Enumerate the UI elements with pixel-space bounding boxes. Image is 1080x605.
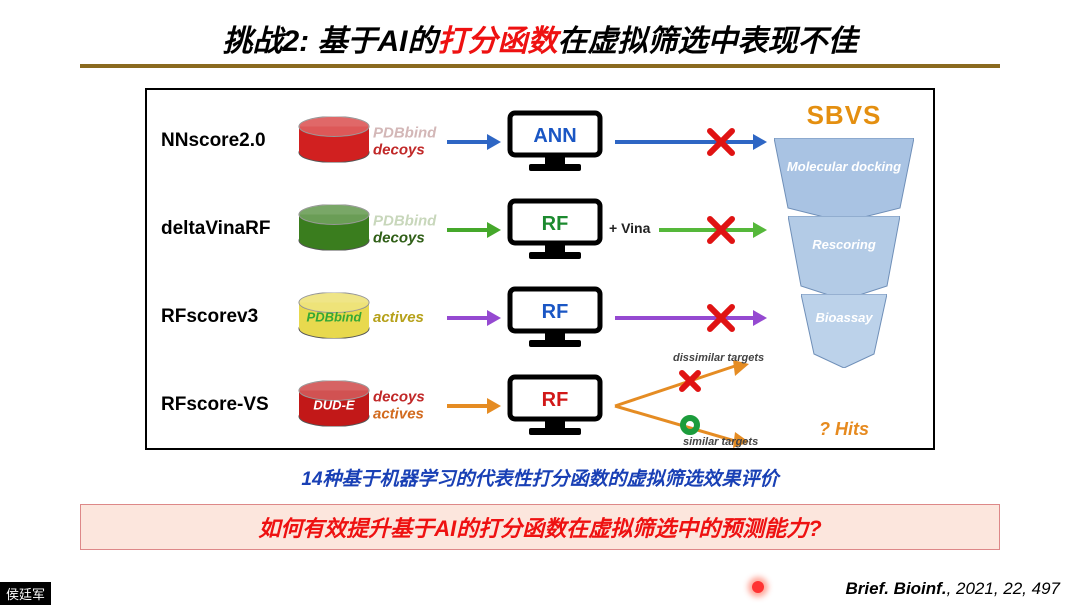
model-monitor-icon: RF xyxy=(507,286,603,355)
slide-title: 挑战2: 基于AI的打分函数在虚拟筛选中表现不佳 xyxy=(222,16,857,60)
method-label: NNscore2.0 xyxy=(161,130,266,152)
diagram-panel: SBVS Molecular docking Rescoring Bioassay ? … xyxy=(145,88,935,450)
dataset-labels: PDBbinddecoys xyxy=(373,214,436,247)
sbvs-funnel: SBVS Molecular docking Rescoring Bioassay ? … xyxy=(769,100,919,438)
dataset-labels: actives xyxy=(373,310,424,327)
fail-x-icon xyxy=(707,216,735,249)
extra-label: + Vina xyxy=(609,220,650,236)
reference-rest: , 2021, 22, 497 xyxy=(947,579,1060,598)
question-text: 如何有效提升基于AI的打分函数在虚拟筛选中的预测能力? xyxy=(258,511,821,543)
reference: Brief. Bioinf., 2021, 22, 497 xyxy=(846,579,1061,599)
dataset-labels: PDBbinddecoys xyxy=(373,126,436,159)
dataset-dish-icon xyxy=(297,117,371,168)
split-label-bot: similar targets xyxy=(683,436,758,448)
svg-text:PDBbind: PDBbind xyxy=(307,310,363,325)
fail-x-icon xyxy=(679,370,701,397)
title-suffix: 在虚拟筛选中表现不佳 xyxy=(558,25,858,58)
fail-x-icon xyxy=(707,128,735,161)
funnel-segment: Rescoring xyxy=(788,216,900,305)
method-label: RFscorev3 xyxy=(161,306,258,328)
arrow-icon xyxy=(447,131,501,158)
dataset-dish-icon: DUD-E xyxy=(297,381,371,432)
arrow-icon xyxy=(615,307,767,334)
arrow-icon xyxy=(447,395,501,422)
dataset-dish-icon: PDBbind xyxy=(297,293,371,344)
funnel-segment-label: Molecular docking xyxy=(774,159,914,174)
svg-text:RF: RF xyxy=(542,301,569,323)
model-monitor-icon: RF xyxy=(507,374,603,443)
svg-text:RF: RF xyxy=(542,213,569,235)
dataset-dish-icon xyxy=(297,205,371,256)
hits-label: ? Hits xyxy=(769,419,919,440)
funnel-segment-label: Bioassay xyxy=(801,310,887,325)
funnel-segment: Bioassay xyxy=(801,294,887,373)
svg-text:DUD-E: DUD-E xyxy=(313,398,354,413)
arrow-icon xyxy=(615,131,767,158)
author-tag: 侯廷军 xyxy=(0,582,51,605)
method-label: RFscore-VS xyxy=(161,394,269,416)
laser-pointer-icon xyxy=(752,581,764,593)
svg-text:ANN: ANN xyxy=(533,125,576,147)
funnel-segment-label: Rescoring xyxy=(788,237,900,252)
arrow-icon xyxy=(447,219,501,246)
question-bar: 如何有效提升基于AI的打分函数在虚拟筛选中的预测能力? xyxy=(80,504,1000,550)
svg-text:RF: RF xyxy=(542,389,569,411)
dataset-labels: decoysactives xyxy=(373,390,425,423)
sbvs-title: SBVS xyxy=(769,100,919,131)
arrow-icon xyxy=(447,307,501,334)
model-monitor-icon: RF xyxy=(507,198,603,267)
reference-journal: Brief. Bioinf. xyxy=(846,579,947,598)
slide-title-block: 挑战2: 基于AI的打分函数在虚拟筛选中表现不佳 xyxy=(80,12,1000,68)
method-label: deltaVinaRF xyxy=(161,218,270,240)
title-emphasis: 打分函数 xyxy=(438,25,558,58)
panel-caption: 14种基于机器学习的代表性打分函数的虚拟筛选效果评价 xyxy=(0,464,1080,491)
model-monitor-icon: ANN xyxy=(507,110,603,179)
fail-x-icon xyxy=(707,304,735,337)
split-label-top: dissimilar targets xyxy=(673,352,764,364)
funnel-segment: Molecular docking xyxy=(774,138,914,227)
title-prefix: 挑战2: 基于AI的 xyxy=(222,25,437,58)
